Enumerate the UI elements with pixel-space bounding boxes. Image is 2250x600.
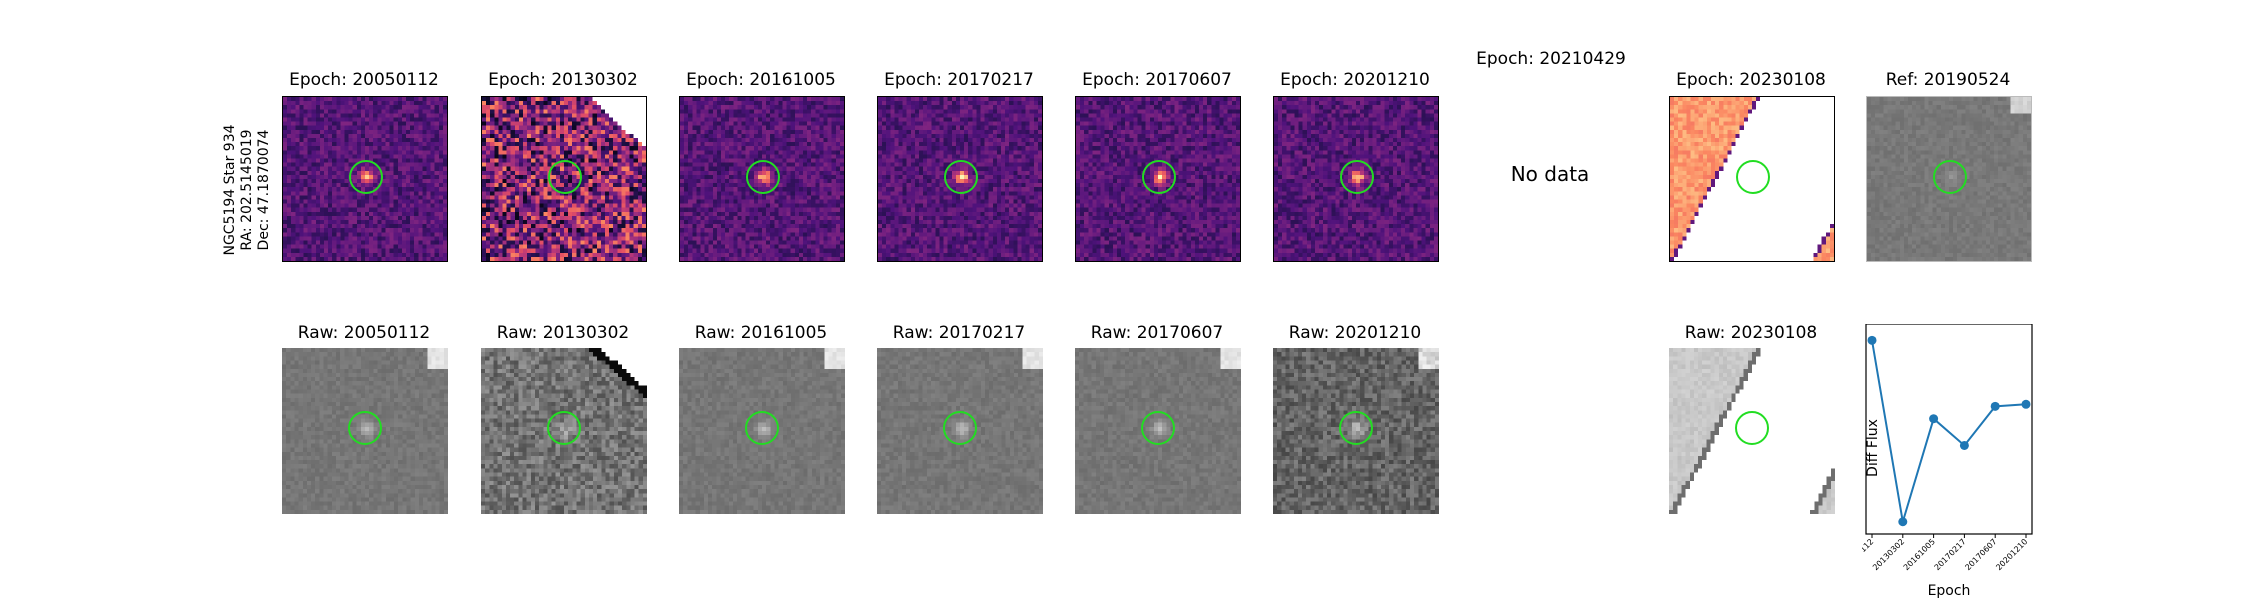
data-point <box>1929 414 1939 424</box>
image-pixels <box>1274 97 1438 261</box>
image-pixels <box>1670 97 1834 261</box>
target-circle-overlay <box>1736 160 1770 194</box>
panel-title: Epoch: 20170607 <box>1082 70 1232 90</box>
panel-title: Ref: 20190524 <box>1885 70 2011 90</box>
raw-image-panel <box>1669 348 1835 514</box>
target-circle <box>1339 411 1373 445</box>
target-circle-overlay <box>1340 160 1374 194</box>
raw-image-panel <box>282 348 448 514</box>
image-pixels <box>877 348 1043 514</box>
data-point <box>1867 335 1877 345</box>
diff-image-panel <box>282 96 448 262</box>
image-pixels <box>680 97 844 261</box>
x-tick-label: 20170607 <box>1963 537 1998 572</box>
target-circle <box>1340 160 1374 194</box>
target-circle-overlay <box>1735 411 1769 445</box>
x-tick-label: 20201210 <box>1994 537 2029 572</box>
image-pixels <box>481 348 647 514</box>
panel-title: Raw: 20130302 <box>496 323 630 343</box>
diff-image-panel <box>481 96 647 262</box>
raw-image-panel <box>1273 348 1439 514</box>
chart-marks <box>1867 335 2031 527</box>
target-circle-overlay <box>1141 411 1175 445</box>
target-circle <box>1141 411 1175 445</box>
target-circle-overlay <box>944 160 978 194</box>
diff-image-panel <box>679 96 845 262</box>
diff-image-panel <box>1075 96 1241 262</box>
panel-title: Epoch: 20201210 <box>1280 70 1430 90</box>
image-pixels <box>1273 348 1439 514</box>
x-tick-label: 20170217 <box>1933 537 1968 572</box>
raw-image-panel <box>877 348 1043 514</box>
x-tick-label: 20161005 <box>1902 537 1937 572</box>
target-circle-overlay <box>349 160 383 194</box>
data-point <box>1959 440 1969 450</box>
panel-title: Raw: 20170607 <box>1090 323 1224 343</box>
panel-title: Raw: 20230108 <box>1684 323 1818 343</box>
target-circle-overlay <box>746 160 780 194</box>
target-circle-overlay <box>1933 160 1967 194</box>
target-circle <box>1933 160 1967 194</box>
panel-title: Raw: 20170217 <box>892 323 1026 343</box>
panel-title: Raw: 20201210 <box>1288 323 1422 343</box>
diff-image-panel <box>877 96 1043 262</box>
data-point <box>1898 517 1908 527</box>
reference-image-panel <box>1866 96 2032 262</box>
panel-title: Epoch: 20161005 <box>686 70 836 90</box>
panel-title: Epoch: 20170217 <box>884 70 1034 90</box>
image-pixels <box>1867 97 2031 261</box>
image-pixels <box>1076 97 1240 261</box>
image-pixels <box>679 348 845 514</box>
panel-title: Raw: 20050112 <box>297 323 431 343</box>
star-dec: Dec: 47.1870074 <box>256 129 272 251</box>
y-axis-label: Diff Flux <box>1865 419 1881 477</box>
panel-title: Epoch: 20230108 <box>1676 70 1826 90</box>
target-circle <box>348 411 382 445</box>
target-circle <box>547 411 581 445</box>
star-ra: RA: 202.5145019 <box>239 129 255 251</box>
target-circle-overlay <box>348 411 382 445</box>
target-circle-overlay <box>547 411 581 445</box>
x-tick-labels: 2005011220130302201610052017021720170607… <box>1862 534 2029 572</box>
data-point <box>2021 399 2031 409</box>
target-circle <box>746 160 780 194</box>
target-circle <box>1736 160 1770 194</box>
raw-image-panel <box>481 348 647 514</box>
target-circle-overlay <box>1339 411 1373 445</box>
image-pixels <box>482 97 646 261</box>
target-circle <box>943 411 977 445</box>
target-circle <box>944 160 978 194</box>
image-pixels <box>878 97 1042 261</box>
image-pixels <box>282 348 448 514</box>
target-circle-overlay <box>1142 160 1176 194</box>
x-axis-label: Epoch <box>1928 583 1971 599</box>
panel-title: Epoch: 20130302 <box>488 70 638 90</box>
target-circle <box>1142 160 1176 194</box>
target-circle-overlay <box>745 411 779 445</box>
target-circle <box>548 160 582 194</box>
panel-title: Raw: 20161005 <box>694 323 828 343</box>
no-data-label: No data <box>1510 162 1590 186</box>
target-circle <box>1735 411 1769 445</box>
series-line <box>1871 340 2027 523</box>
panel-title: Epoch: 20210429 <box>1476 49 1626 69</box>
target-circle-overlay <box>943 411 977 445</box>
image-pixels <box>283 97 447 261</box>
star-name: NGC5194 Star 934 <box>222 124 238 256</box>
target-circle-overlay <box>548 160 582 194</box>
diff-image-panel <box>1273 96 1439 262</box>
diff-flux-chart: 2005011220130302201610052017021720170607… <box>1862 324 2033 599</box>
image-pixels <box>1669 348 1835 514</box>
raw-image-panel <box>679 348 845 514</box>
panel-title: Epoch: 20050112 <box>289 70 439 90</box>
target-circle <box>349 160 383 194</box>
x-tick-label: 20130302 <box>1871 537 1906 572</box>
diff-image-panel <box>1669 96 1835 262</box>
image-pixels <box>1075 348 1241 514</box>
data-point <box>1990 401 2000 411</box>
chart-frame <box>1865 324 2033 535</box>
raw-image-panel <box>1075 348 1241 514</box>
target-circle <box>745 411 779 445</box>
